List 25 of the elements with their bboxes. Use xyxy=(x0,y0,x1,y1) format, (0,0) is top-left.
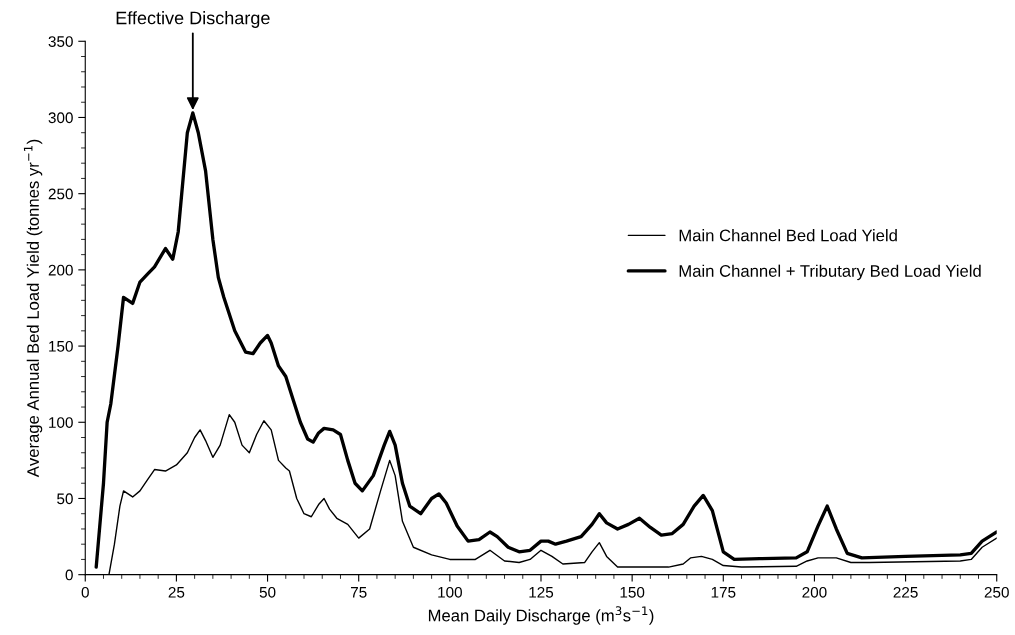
x-tick-label: 150 xyxy=(620,586,645,598)
y-tick-label: 150 xyxy=(49,340,73,352)
y-tick-label: 300 xyxy=(48,112,73,124)
x-tick-label: 225 xyxy=(893,586,918,598)
line-series xyxy=(94,111,997,569)
y-tick-label: 350 xyxy=(48,36,73,47)
x-tick-label: 0 xyxy=(81,586,89,598)
x-tick-label: 175 xyxy=(711,587,736,598)
x-tick-label: 25 xyxy=(168,586,185,598)
x-axis-title: Mean Daily Discharge (m$^{3}$s$^{−1}$) xyxy=(428,606,654,625)
x-tick-label: 100 xyxy=(438,586,462,598)
y-tick-label: 250 xyxy=(48,188,73,200)
x-tick-label: 50 xyxy=(259,586,276,598)
legend-label: Main Channel + Tributary Bed Load Yield xyxy=(679,264,981,281)
y-tick-label: 0 xyxy=(65,569,73,581)
x-tick-label: 75 xyxy=(350,587,367,598)
y-tick-label: 50 xyxy=(57,493,73,505)
y-tick-label: 200 xyxy=(48,264,73,276)
y-axis-title: Average Annual Bed Load Yield (tonnes yr$^{−1}$) xyxy=(23,139,43,478)
y-tick-label: 100 xyxy=(49,417,73,428)
annotation: Effective Discharge xyxy=(116,11,270,28)
x-tick-label: 250 xyxy=(984,586,1009,598)
x-tick-label: 200 xyxy=(802,586,827,598)
x-tick-label: 125 xyxy=(529,586,554,598)
legend-label: Main Channel Bed Load Yield xyxy=(679,229,897,242)
